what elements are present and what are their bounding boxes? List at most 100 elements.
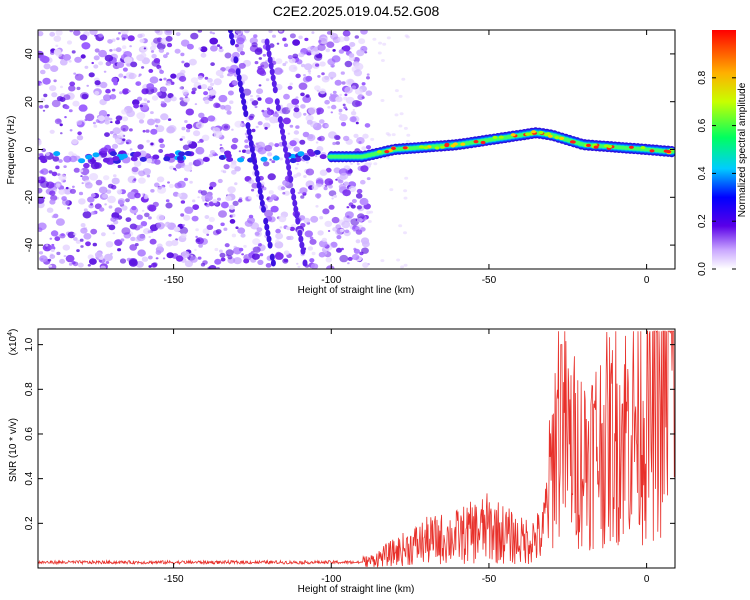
ridge-peak: [547, 134, 553, 138]
noise-speck: [306, 46, 315, 53]
streak-blob: [302, 259, 308, 267]
x-tick-label: -150: [164, 275, 184, 286]
noise-speck: [108, 224, 116, 231]
noise-speck: [248, 196, 252, 200]
noise-speck: [302, 76, 311, 83]
noise-speck: [141, 209, 145, 212]
noise-speck: [350, 204, 356, 209]
streak-blob: [226, 157, 234, 162]
noise-speck: [321, 237, 327, 242]
noise-speck: [94, 90, 100, 96]
noise-speck: [165, 30, 172, 34]
noise-speck: [317, 43, 326, 52]
streak-blob: [302, 155, 310, 160]
streak-blob: [257, 187, 263, 195]
noise-speck: [155, 124, 159, 128]
noise-speck: [180, 39, 190, 47]
noise-speck: [197, 85, 203, 90]
signal-ridge: [327, 127, 675, 163]
ridge-peak: [531, 130, 537, 134]
noise-speck: [337, 36, 345, 43]
noise-speck: [166, 252, 174, 259]
noise-speck: [289, 82, 293, 86]
noise-speck: [324, 75, 330, 80]
noise-speck: [182, 144, 190, 151]
y-tick-label: 40: [24, 48, 35, 60]
ridge-peak: [649, 149, 655, 153]
noise-speck: [326, 31, 332, 35]
noise-speck: [398, 124, 403, 128]
noise-speck: [100, 265, 106, 269]
noise-speck: [179, 226, 189, 235]
noise-speck: [134, 192, 141, 199]
noise-speck: [91, 211, 96, 215]
noise-speck: [229, 100, 234, 104]
noise-speck: [40, 180, 49, 188]
streak-blob: [275, 104, 281, 112]
noise-speck: [242, 88, 252, 96]
noise-speck: [235, 30, 244, 35]
ridge-peak: [440, 145, 445, 149]
noise-speck: [81, 42, 91, 50]
noise-speck: [272, 34, 276, 38]
noise-speck: [367, 220, 372, 223]
noise-speck: [232, 200, 239, 206]
noise-speck: [173, 167, 177, 171]
noise-speck: [332, 49, 336, 52]
noise-speck: [101, 232, 106, 237]
ridge-peak: [434, 146, 440, 150]
streak-blob: [235, 68, 241, 76]
noise-speck: [54, 236, 61, 242]
noise-speck: [47, 258, 52, 262]
noise-speck: [106, 224, 110, 228]
noise-speck: [51, 171, 58, 177]
noise-speck: [133, 103, 140, 109]
noise-speck: [324, 178, 334, 186]
noise-speck: [128, 72, 137, 80]
noise-speck: [76, 135, 84, 141]
noise-speck: [165, 35, 173, 42]
noise-speck: [288, 107, 292, 111]
noise-speck: [49, 190, 56, 196]
noise-speck: [104, 119, 110, 125]
noise-speck: [51, 243, 55, 247]
noise-speck: [159, 78, 163, 81]
streak-blob: [293, 205, 299, 213]
noise-speck: [209, 37, 218, 45]
noise-speck: [68, 60, 72, 63]
noise-speck: [118, 32, 121, 35]
noise-speck: [282, 191, 286, 195]
noise-speck: [406, 133, 411, 137]
streak-blob: [248, 140, 254, 147]
noise-speck: [262, 53, 267, 57]
noise-speck: [327, 106, 331, 109]
noise-speck: [317, 230, 324, 236]
noise-speck: [49, 129, 55, 134]
noise-speck: [347, 262, 350, 265]
noise-speck: [156, 243, 163, 249]
noise-speck: [74, 56, 82, 63]
colorbar-ticks: 0.0 0.2 0.4 0.6 0.8: [697, 70, 736, 276]
noise-speck: [210, 82, 215, 87]
noise-speck: [298, 82, 308, 90]
noise-speck: [361, 96, 365, 99]
noise-speck: [49, 254, 56, 259]
noise-speck: [334, 79, 342, 86]
noise-speck: [109, 94, 117, 100]
noise-speck: [283, 93, 290, 100]
noise-speck: [92, 121, 96, 125]
noise-speck: [55, 165, 60, 170]
noise-speck: [142, 129, 146, 133]
colorbar: 0.0 0.2 0.4 0.6 0.8 Normalized spectral ampl…: [697, 30, 748, 276]
noise-speck: [333, 194, 337, 198]
noise-speck: [234, 44, 239, 48]
noise-speck: [356, 205, 362, 210]
noise-speck: [117, 248, 122, 252]
noise-speck: [183, 164, 193, 172]
noise-speck: [123, 51, 132, 59]
noise-speck: [87, 264, 91, 267]
streak-blob: [269, 253, 275, 261]
streak-blob: [265, 44, 271, 52]
noise-speck: [287, 55, 293, 60]
noise-speck: [191, 87, 197, 92]
